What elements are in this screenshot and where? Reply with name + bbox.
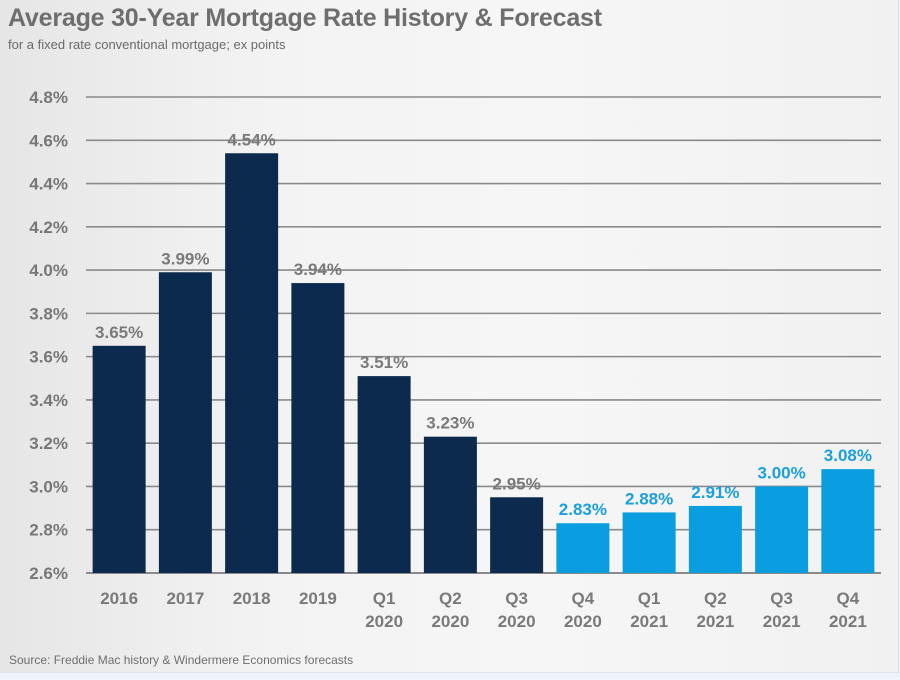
y-axis-ticks: 2.6% 2.8% 3.0% 3.2% 3.4% 3.6% 3.8% 4.0% 4.2% 4.4%… [29, 88, 68, 583]
history-bar [490, 497, 544, 573]
data-label: 2.91% [691, 483, 739, 502]
data-label: 2.95% [493, 474, 541, 493]
x-tick-label: 2017 [166, 589, 204, 608]
y-tick-label: 4.2% [29, 218, 68, 237]
x-tick-label: Q2 [704, 589, 727, 608]
forecast-bar [821, 469, 875, 573]
forecast-bar [622, 512, 676, 573]
data-label: 3.23% [426, 414, 474, 433]
x-tick-label: Q3 [505, 589, 528, 608]
x-tick-label: 2020 [365, 612, 403, 631]
y-tick-label: 3.8% [29, 304, 68, 323]
history-bar [225, 153, 279, 573]
y-tick-label: 3.2% [29, 434, 68, 453]
y-tick-label: 2.8% [29, 521, 68, 540]
x-tick-label: 2016 [100, 589, 138, 608]
data-label: 3.94% [294, 260, 342, 279]
x-tick-label: 2018 [233, 589, 271, 608]
data-label: 2.88% [625, 489, 673, 508]
y-tick-label: 2.6% [29, 564, 68, 583]
history-bar [92, 345, 146, 573]
data-label: 3.08% [824, 446, 872, 465]
x-tick-label: Q1 [373, 589, 396, 608]
chart-title: Average 30-Year Mortgage Rate History & … [8, 4, 602, 32]
x-tick-label: 2021 [763, 612, 801, 631]
chart-subtitle: for a fixed rate conventional mortgage; … [8, 37, 286, 52]
x-tick-label: Q4 [572, 589, 595, 608]
bar-chart: 2.6% 2.8% 3.0% 3.2% 3.4% 3.6% 3.8% 4.0% 4.2% 4.4%… [29, 88, 881, 631]
data-label: 3.99% [161, 249, 209, 268]
bars [92, 153, 875, 573]
y-tick-label: 4.0% [29, 261, 68, 280]
y-tick-label: 4.4% [29, 175, 68, 194]
data-label: 3.51% [360, 353, 408, 372]
gridlines [86, 96, 881, 574]
history-bar [357, 376, 411, 573]
x-tick-label: Q3 [770, 589, 793, 608]
history-bar [423, 436, 477, 573]
forecast-bar [556, 523, 610, 573]
data-labels: 3.65% 3.99% 4.54% 3.94% 3.51% 3.23% 2.95% 2.83%… [95, 130, 872, 519]
x-tick-label: 2020 [431, 612, 469, 631]
x-tick-label: 2019 [299, 589, 337, 608]
y-tick-label: 4.8% [29, 88, 68, 107]
y-tick-label: 3.4% [29, 391, 68, 410]
x-tick-label: Q2 [439, 589, 462, 608]
data-label: 3.00% [758, 463, 806, 482]
data-label: 2.83% [559, 500, 607, 519]
forecast-bar [688, 505, 742, 573]
x-tick-label: 2020 [564, 612, 602, 631]
y-tick-label: 4.6% [29, 131, 68, 150]
y-tick-label: 3.6% [29, 348, 68, 367]
history-bar [158, 272, 212, 573]
history-bar [291, 283, 345, 573]
x-tick-label: 2020 [498, 612, 536, 631]
x-tick-label: 2021 [630, 612, 668, 631]
x-tick-label: Q4 [837, 589, 860, 608]
forecast-bar [755, 486, 809, 573]
x-axis-ticks: 2016 2017 2018 2019 Q1 2020 Q2 2020 Q3 2020 Q4 2020… [100, 589, 867, 631]
x-tick-label: Q1 [638, 589, 661, 608]
data-label: 4.54% [228, 130, 276, 149]
source-note: Source: Freddie Mac history & Windermere… [9, 653, 354, 667]
x-tick-label: 2021 [829, 612, 867, 631]
y-tick-label: 3.0% [29, 477, 68, 496]
data-label: 3.65% [95, 323, 143, 342]
x-tick-label: 2021 [696, 612, 734, 631]
